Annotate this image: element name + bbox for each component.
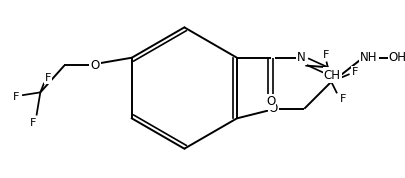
Text: OH: OH: [388, 51, 405, 64]
Text: O: O: [90, 59, 100, 72]
Text: NH: NH: [359, 51, 377, 64]
Text: F: F: [339, 94, 345, 104]
Text: F: F: [45, 73, 51, 83]
Text: F: F: [13, 92, 19, 102]
Text: O: O: [265, 96, 275, 109]
Text: F: F: [351, 67, 358, 77]
Text: F: F: [30, 118, 36, 128]
Text: F: F: [322, 50, 329, 60]
Text: O: O: [268, 102, 277, 115]
Text: CH: CH: [323, 69, 340, 82]
Text: N: N: [296, 51, 305, 64]
